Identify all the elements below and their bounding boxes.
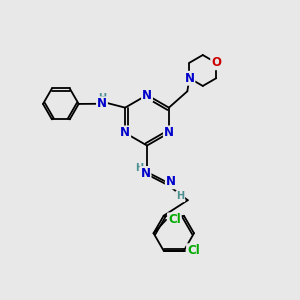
Text: N: N xyxy=(164,126,174,140)
Text: H: H xyxy=(176,191,184,201)
Text: N: N xyxy=(184,72,194,85)
Text: N: N xyxy=(166,175,176,188)
Text: N: N xyxy=(142,88,152,101)
Text: H: H xyxy=(135,164,143,173)
Text: H: H xyxy=(98,93,106,103)
Text: O: O xyxy=(211,56,221,69)
Text: N: N xyxy=(140,167,151,180)
Text: N: N xyxy=(97,97,107,110)
Text: N: N xyxy=(120,126,130,140)
Text: Cl: Cl xyxy=(168,213,181,226)
Text: Cl: Cl xyxy=(187,244,200,257)
